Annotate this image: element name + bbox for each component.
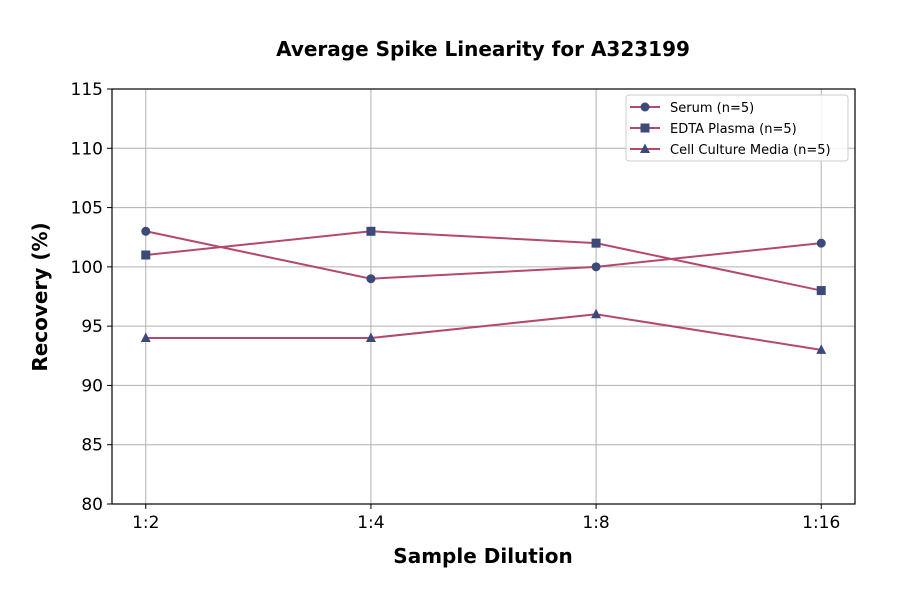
y-tick-label: 90	[81, 376, 103, 396]
y-tick-label: 115	[71, 80, 103, 100]
series-triangle	[140, 308, 827, 354]
data-point	[591, 262, 601, 272]
y-tick-label: 95	[81, 317, 103, 337]
series-line	[145, 230, 822, 292]
x-axis-label: Sample Dilution	[393, 544, 572, 568]
legend-label: Cell Culture Media (n=5)	[670, 143, 831, 158]
legend-label: Serum (n=5)	[670, 101, 754, 116]
series-square	[141, 226, 826, 296]
y-tick-label: 80	[81, 495, 103, 515]
y-axis-label: Recovery (%)	[28, 222, 52, 371]
data-point	[141, 226, 151, 236]
legend-label: EDTA Plasma (n=5)	[670, 122, 797, 137]
data-point	[140, 332, 151, 342]
data-point	[365, 332, 376, 342]
x-tick-label: 1:4	[357, 513, 384, 533]
data-point	[591, 238, 601, 248]
legend-box	[625, 94, 849, 162]
x-tick-label: 1:8	[582, 513, 609, 533]
x-tick-label: 1:16	[802, 513, 840, 533]
plot-area-frame	[111, 88, 856, 505]
chart-title: Average Spike Linearity for A323199	[276, 37, 690, 61]
y-tick-label: 100	[71, 258, 103, 278]
data-point	[141, 250, 151, 260]
series-circle	[141, 226, 826, 284]
x-tick-label: 1:2	[132, 513, 159, 533]
legend-marker-triangle-icon	[640, 143, 650, 153]
y-tick-label: 85	[81, 436, 103, 456]
data-point	[366, 274, 376, 284]
legend: Serum (n=5) EDTA Plasma (n=5) Cell Culture…	[625, 94, 849, 162]
data-point	[816, 286, 826, 296]
data-point	[366, 226, 376, 236]
legend-marker-square-icon	[640, 123, 650, 133]
legend-marker-circle-icon	[640, 102, 650, 112]
data-point	[816, 344, 827, 354]
y-tick-label: 110	[71, 139, 103, 159]
series-line	[145, 230, 822, 280]
data-point	[816, 238, 826, 248]
series-line	[145, 313, 822, 351]
data-point	[591, 308, 602, 319]
y-tick-label: 105	[71, 199, 103, 219]
